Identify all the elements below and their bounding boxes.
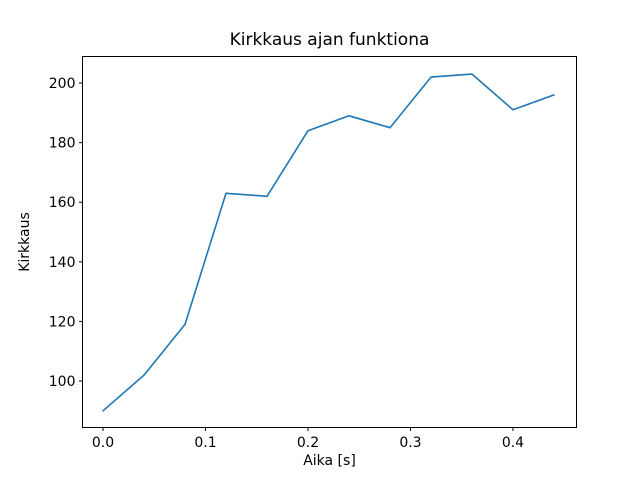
data-line [102, 73, 555, 412]
x-tick-label: 0.3 [399, 435, 421, 451]
y-tick-label: 140 [49, 255, 76, 271]
y-axis-label: Kirkkaus [17, 212, 33, 272]
x-axis-ticks: 0.0 0.1 0.2 0.3 0.4 [92, 427, 524, 451]
y-tick-label: 200 [49, 76, 76, 92]
y-tick-label: 160 [49, 195, 76, 211]
x-tick-label: 0.0 [92, 435, 114, 451]
chart-title: Kirkkaus ajan funktiona [230, 30, 430, 50]
x-tick-label: 0.1 [194, 435, 216, 451]
x-tick-label: 0.4 [502, 435, 524, 451]
y-tick-label: 180 [49, 136, 76, 152]
y-tick-label: 120 [49, 314, 76, 330]
plot-frame [82, 56, 577, 428]
x-tick-label: 0.2 [297, 435, 319, 451]
y-axis-ticks: 100 120 140 160 180 200 [49, 76, 83, 390]
y-tick-label: 100 [49, 374, 76, 390]
x-axis-label: Aika [s] [303, 453, 356, 469]
